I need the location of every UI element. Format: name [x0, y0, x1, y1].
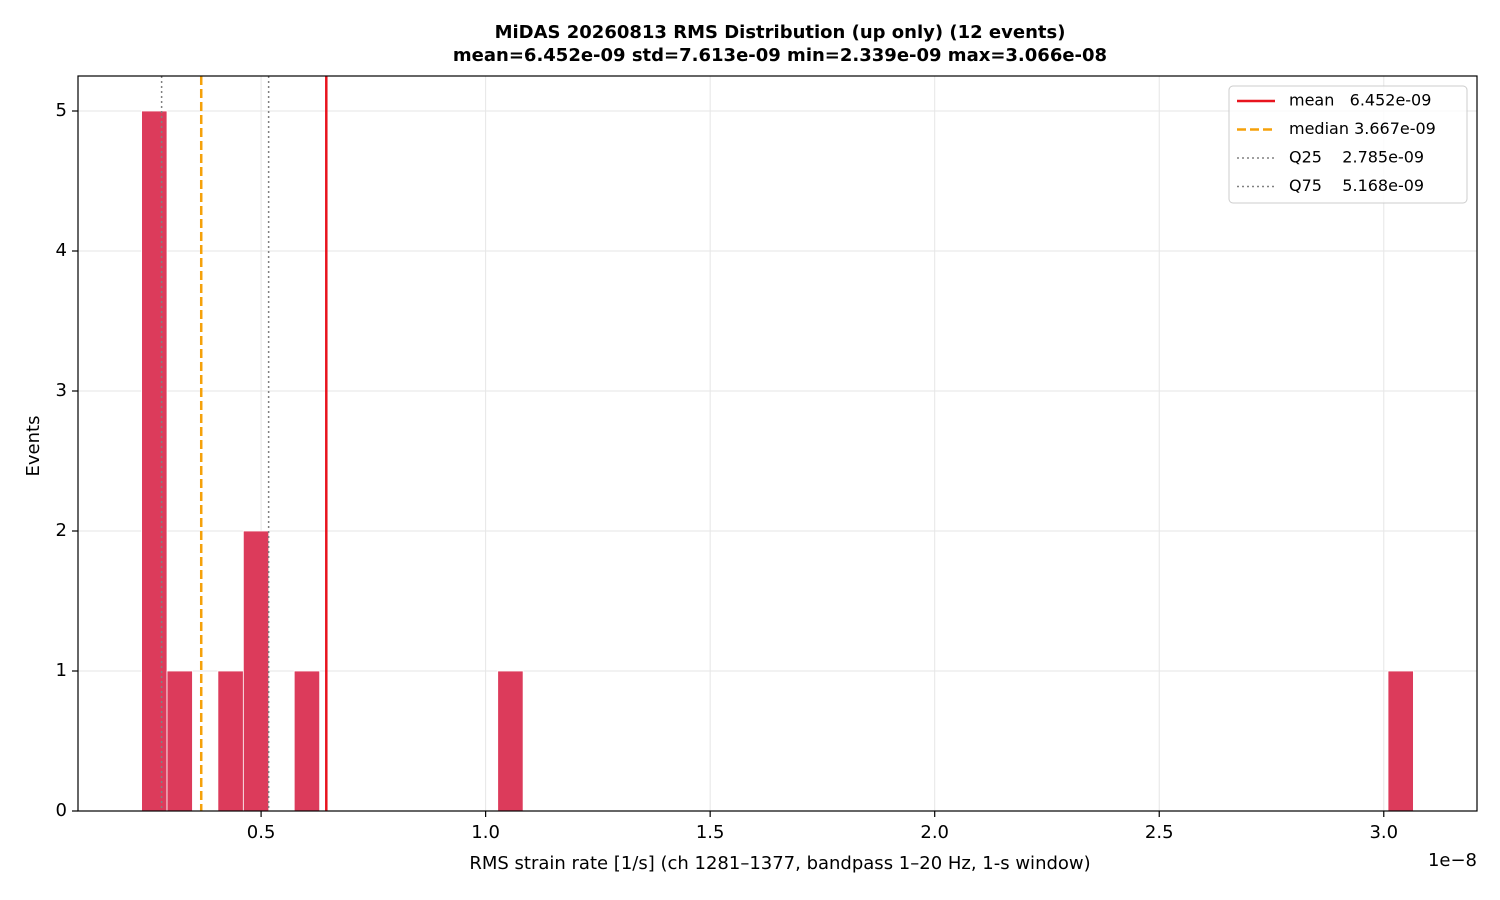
legend-label: Q25 2.785e-09: [1289, 148, 1424, 167]
x-tick-label: 0.5: [247, 822, 276, 843]
bar: [497, 670, 524, 812]
y-tick-label: 4: [56, 240, 67, 261]
x-axis-label: RMS strain rate [1/s] (ch 1281–1377, ban…: [469, 853, 1090, 874]
grid: [78, 76, 1477, 812]
x-tick-label: 2.5: [1145, 822, 1174, 843]
legend-box: [1228, 85, 1468, 204]
bar: [166, 670, 193, 812]
y-tick-label: 1: [56, 660, 67, 681]
bar: [217, 670, 244, 812]
reference-lines: [160, 76, 328, 811]
plot-frame: [77, 75, 1478, 812]
y-tick-label: 3: [56, 380, 67, 401]
bar: [242, 530, 270, 812]
x-offset-label: 1e−8: [1428, 850, 1477, 871]
chart-subtitle: mean=6.452e-09 std=7.613e-09 min=2.339e-…: [453, 45, 1107, 66]
y-tick-label: 5: [56, 100, 67, 121]
legend-label: Q75 5.168e-09: [1289, 176, 1424, 195]
legend: mean 6.452e-09 median 3.667e-09 Q25 2.785e…: [1228, 85, 1468, 204]
x-tick-label: 3.0: [1369, 822, 1398, 843]
bar: [293, 670, 321, 812]
y-tick-label: 0: [56, 800, 67, 821]
bar: [141, 110, 168, 812]
y-tick-label: 2: [56, 520, 67, 541]
x-tick-label: 2.0: [920, 822, 949, 843]
bars: [141, 110, 1414, 812]
ticks: 0 1 2 3 4 5 0.5 1.0 1.5 2.0 2.5 3.0: [56, 100, 1399, 843]
legend-label: median 3.667e-09: [1289, 119, 1436, 138]
x-tick-label: 1.0: [471, 822, 500, 843]
chart-title: MiDAS 20260813 RMS Distribution (up only…: [495, 22, 1066, 43]
y-axis-label: Events: [23, 416, 44, 477]
bar: [1387, 670, 1414, 812]
legend-label: mean 6.452e-09: [1289, 91, 1431, 110]
x-tick-label: 1.5: [696, 822, 725, 843]
